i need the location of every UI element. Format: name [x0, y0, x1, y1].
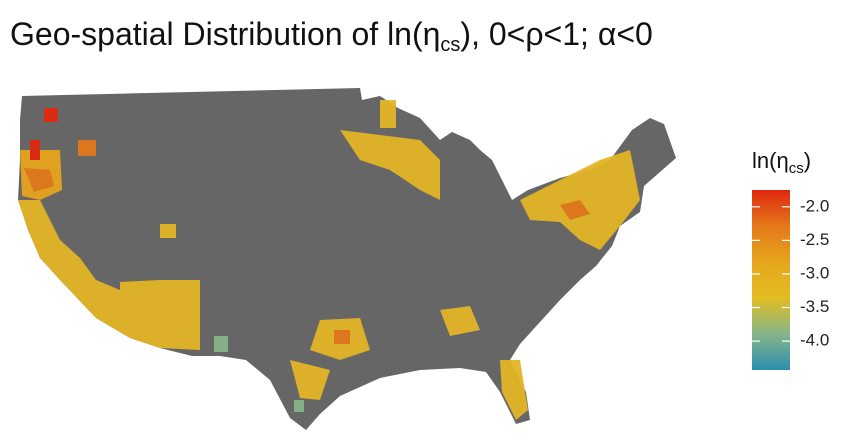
region	[160, 224, 480, 336]
region	[18, 200, 200, 350]
region	[334, 330, 350, 344]
title-text: Geo-spatial Distribution of ln(η	[10, 16, 440, 52]
region	[380, 100, 396, 128]
legend-tick-label: -3.0	[800, 263, 829, 282]
legend-title-text: )	[804, 148, 811, 173]
region	[500, 360, 528, 420]
legend-color-bar	[752, 190, 790, 370]
legend-title-text: ln(η	[752, 148, 789, 173]
title: Geo-spatial Distribution of ln(ηcs), 0<ρ…	[10, 16, 653, 56]
legend-tick-label: -3.5	[800, 297, 829, 316]
title-text: ), 0<ρ<1; α<0	[460, 16, 652, 52]
region	[560, 200, 590, 220]
legend-tick-label: -2.0	[800, 196, 829, 215]
region	[78, 140, 96, 156]
title-subscript: cs	[440, 34, 460, 56]
region-values	[18, 100, 640, 420]
region	[24, 168, 54, 192]
legend-title-subscript: cs	[789, 160, 804, 177]
region	[214, 336, 304, 412]
region	[340, 130, 440, 200]
us-map	[18, 88, 676, 430]
legend-tick-label: -2.5	[800, 230, 829, 249]
legend-title: ln(ηcs)	[752, 148, 811, 177]
legend-tick-label: -4.0	[800, 331, 829, 350]
region	[30, 108, 58, 160]
